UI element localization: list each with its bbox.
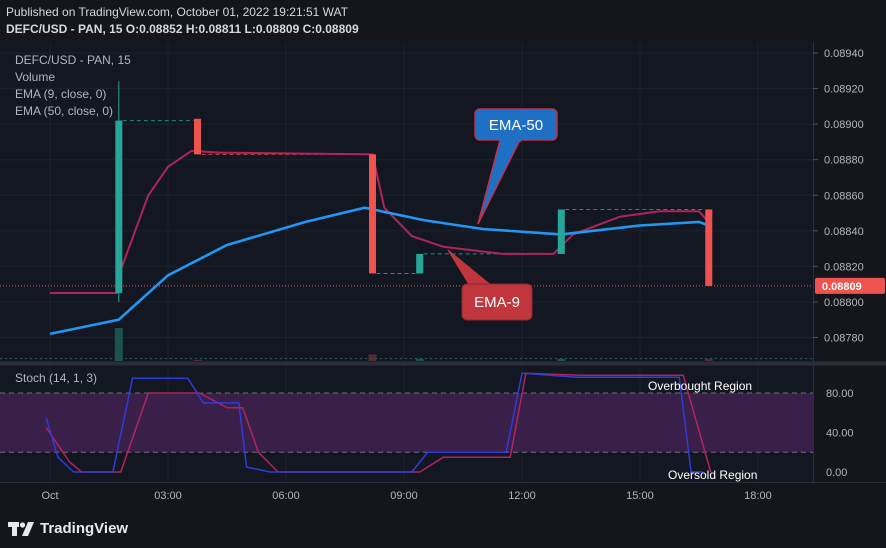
candle-body [416,253,424,274]
price-tick-label: 0.08860 [824,190,864,202]
time-tick-label: 18:00 [744,490,772,502]
volume-bar [704,358,713,361]
ema50-series [49,206,710,336]
oversold-label: Oversold Region [668,468,757,482]
price-tick-label: 0.08840 [824,226,864,238]
stoch-axis[interactable] [813,366,886,482]
candle-body [705,209,713,286]
tradingview-logo[interactable]: TradingView [8,520,128,537]
ema50-callout: EMA-50 [474,108,558,225]
stoch-band [0,392,813,453]
price-tick-label: 0.08900 [824,119,864,131]
overbought-label: Overbought Region [648,379,752,393]
stoch-axis-labels: 80.00 40.00 0.00 [826,388,854,479]
legend-ema9[interactable]: EMA (9, close, 0) [15,87,106,101]
ema9-callout-label: EMA-9 [474,294,520,311]
legend-ema50[interactable]: EMA (50, close, 0) [15,104,113,118]
candle-body [369,154,377,274]
price-axis[interactable] [813,42,886,361]
published-header: Published on TradingView.com, October 01… [6,5,348,19]
stoch-tick-label: 40.00 [826,428,854,440]
legend-volume[interactable]: Volume [15,70,55,84]
stoch-tick-label: 0.00 [826,467,847,479]
tradingview-brand: TradingView [40,520,129,537]
time-tick-label: 12:00 [508,490,536,502]
time-tick-label: 09:00 [390,490,418,502]
symbol-ohlc-header: DEFC/USD - PAN, 15 O:0.08852 H:0.08811 L… [6,22,359,36]
current-price-tag [815,277,885,294]
volume-bar [193,359,202,361]
price-tick-label: 0.08940 [824,48,864,60]
ema9-callout: EMA-9 [447,249,533,321]
tradingview-logo-icon [8,521,34,536]
legend-stoch[interactable]: Stoch (14, 1, 3) [15,371,97,385]
volume-bar [557,358,566,361]
price-tick-label: 0.08780 [824,333,864,345]
price-pane[interactable] [0,42,813,361]
stoch-series [45,372,712,473]
legend-symbol: DEFC/USD - PAN, 15 [15,53,131,67]
candle-body [193,118,201,155]
volume-bar [114,328,123,361]
volume-bar [368,354,377,361]
current-price-label: 0.08809 [822,281,862,293]
stoch-tick-label: 80.00 [826,388,854,400]
candles [115,81,713,302]
ema9-series [50,149,710,294]
ema9-line [50,149,710,294]
price-tick-label: 0.08820 [824,261,864,273]
price-axis-labels: 0.08940 0.08920 0.08900 0.08880 0.08860 0.088… [813,48,864,345]
candle-guides [122,120,705,274]
price-tick-label: 0.08920 [824,84,864,96]
volume-bar [415,358,424,361]
time-tick-label: 15:00 [626,490,654,502]
ema50-callout-label: EMA-50 [489,117,543,134]
price-tick-label: 0.08880 [824,155,864,167]
time-axis-labels: Oct 03:00 06:00 09:00 12:00 15:00 18:00 [41,490,771,502]
time-tick-label: 06:00 [272,490,300,502]
ema50-line [49,206,710,336]
price-tick-label: 0.08800 [824,297,864,309]
volume-bars [0,328,813,361]
stoch-k-line [45,372,703,473]
candle-body [557,209,565,254]
time-tick-label: Oct [41,490,58,502]
time-tick-label: 03:00 [154,490,182,502]
candle-body [115,120,123,294]
